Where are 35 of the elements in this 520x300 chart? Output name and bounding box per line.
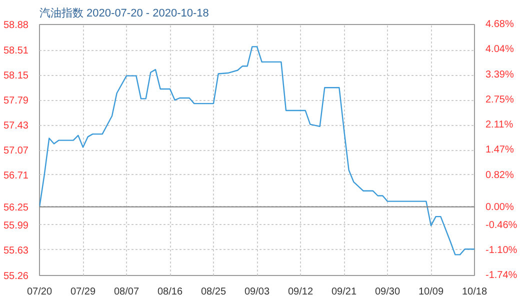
x-tick-label: 09/21 (331, 286, 357, 298)
y-tick-label: 57.79 (3, 96, 29, 107)
y-tick-label: 56.71 (3, 170, 29, 182)
x-tick-label: 10/09 (418, 286, 444, 298)
x-tick-label: 09/12 (288, 286, 314, 298)
y2-tick-label: -0.46% (486, 220, 518, 231)
x-tick-label: 07/29 (70, 286, 96, 298)
x-tick-label: 08/16 (157, 286, 183, 298)
y-tick-label: 58.51 (3, 46, 29, 57)
y2-tick-label: -1.74% (486, 270, 518, 281)
x-tick-label: 09/03 (244, 286, 270, 298)
x-tick-label: 09/30 (374, 286, 400, 298)
y2-tick-label: 4.04% (486, 44, 514, 56)
y-tick-label: 55.63 (3, 245, 29, 256)
y2-tick-label: 2.11% (486, 119, 514, 130)
y2-tick-label: 2.75% (486, 94, 514, 106)
y2-tick-label: 1.47% (486, 144, 514, 156)
y-tick-label: 56.25 (3, 202, 29, 214)
x-tick-label: 08/25 (200, 286, 226, 298)
x-tick-label: 10/18 (462, 286, 488, 298)
y-tick-label: 57.43 (3, 120, 29, 132)
x-tick-label: 08/07 (114, 286, 140, 298)
y2-tick-label: 3.39% (486, 69, 514, 80)
y2-tick-label: 0.00% (486, 202, 514, 213)
y-tick-label: 55.99 (3, 220, 29, 232)
x-tick-label: 07/20 (26, 286, 52, 298)
line-series (40, 46, 474, 256)
y2-tick-label: -1.10% (486, 244, 518, 256)
y-tick-label: 55.26 (3, 271, 29, 282)
y2-tick-label: 4.68% (486, 19, 514, 30)
y-tick-label: 57.07 (3, 146, 29, 156)
y2-tick-label: 0.82% (486, 170, 514, 181)
chart-title: 汽油指数 2020-07-20 - 2020-10-18 (40, 6, 209, 20)
y-tick-label: 58.88 (3, 20, 29, 31)
y-tick-label: 58.15 (3, 70, 29, 82)
